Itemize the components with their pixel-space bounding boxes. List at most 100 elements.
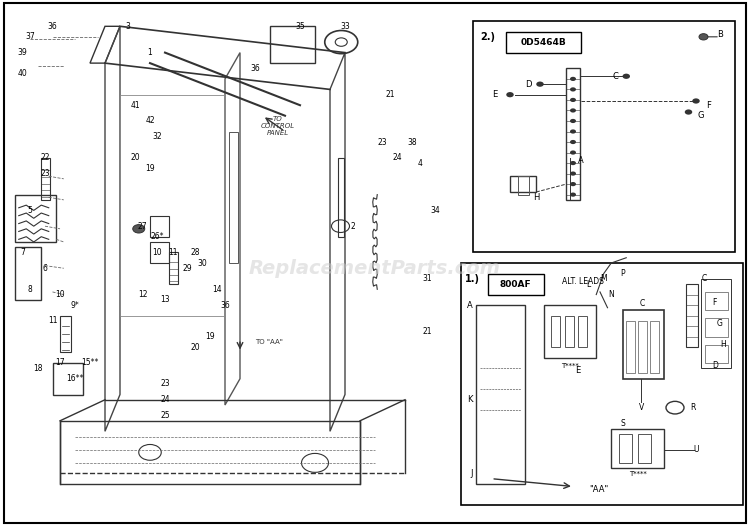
Text: 8: 8 bbox=[28, 285, 32, 294]
Text: "AA": "AA" bbox=[589, 484, 608, 494]
Bar bbox=[565, 316, 574, 347]
Text: B: B bbox=[717, 29, 723, 39]
Text: 0D5464B: 0D5464B bbox=[520, 37, 567, 47]
Text: 7: 7 bbox=[20, 248, 25, 257]
Circle shape bbox=[570, 150, 576, 155]
Text: 35: 35 bbox=[295, 22, 304, 31]
Text: 33: 33 bbox=[340, 22, 350, 31]
Bar bbox=[169, 252, 178, 284]
Text: H: H bbox=[533, 193, 539, 202]
Circle shape bbox=[692, 98, 700, 104]
Text: ALT. LEADS: ALT. LEADS bbox=[562, 277, 604, 286]
Text: A: A bbox=[466, 300, 472, 310]
Text: 10: 10 bbox=[153, 248, 162, 257]
Text: 22: 22 bbox=[40, 153, 50, 163]
Text: 38: 38 bbox=[408, 137, 417, 147]
Text: 24: 24 bbox=[160, 395, 170, 404]
Bar bbox=[705, 292, 728, 310]
Circle shape bbox=[570, 193, 576, 197]
Text: 23: 23 bbox=[40, 169, 50, 178]
Bar bbox=[551, 316, 560, 347]
Text: K: K bbox=[467, 395, 472, 404]
Text: 16**: 16** bbox=[66, 374, 84, 383]
Bar bbox=[338, 158, 344, 237]
Text: 6: 6 bbox=[43, 264, 47, 273]
Text: 14: 14 bbox=[213, 285, 222, 294]
Text: J: J bbox=[470, 469, 472, 478]
Text: 42: 42 bbox=[146, 116, 154, 126]
Text: 15**: 15** bbox=[81, 358, 99, 368]
Bar bbox=[626, 321, 635, 373]
Circle shape bbox=[506, 92, 514, 97]
Text: 800AF: 800AF bbox=[500, 279, 531, 289]
Bar bbox=[705, 318, 728, 337]
Text: D: D bbox=[712, 361, 718, 370]
FancyBboxPatch shape bbox=[506, 32, 581, 53]
Text: 31: 31 bbox=[423, 274, 432, 284]
Text: 13: 13 bbox=[160, 295, 170, 305]
Circle shape bbox=[685, 109, 692, 115]
Text: 5: 5 bbox=[28, 206, 32, 215]
Text: 29: 29 bbox=[183, 264, 192, 273]
Bar bbox=[518, 176, 529, 195]
Text: N: N bbox=[608, 290, 614, 299]
Text: 25: 25 bbox=[160, 411, 170, 420]
Text: 2.): 2.) bbox=[480, 32, 495, 42]
Circle shape bbox=[570, 161, 576, 165]
Text: F: F bbox=[706, 100, 711, 110]
Text: C: C bbox=[701, 274, 706, 284]
Text: C: C bbox=[612, 72, 618, 81]
Bar bbox=[566, 68, 580, 200]
Text: 1: 1 bbox=[148, 48, 152, 57]
Circle shape bbox=[133, 225, 145, 233]
Text: 20: 20 bbox=[190, 342, 200, 352]
Circle shape bbox=[536, 82, 544, 87]
Bar bbox=[701, 279, 731, 368]
Text: 20: 20 bbox=[130, 153, 140, 163]
Text: 11: 11 bbox=[168, 248, 177, 257]
Text: 26*: 26* bbox=[151, 232, 164, 241]
Text: 12: 12 bbox=[138, 290, 147, 299]
Bar bbox=[53, 363, 82, 394]
Text: R: R bbox=[690, 403, 695, 412]
Text: 21: 21 bbox=[423, 327, 432, 336]
Circle shape bbox=[622, 74, 630, 79]
Text: E: E bbox=[492, 90, 498, 99]
Text: A: A bbox=[578, 156, 584, 165]
Text: G: G bbox=[716, 319, 722, 328]
Circle shape bbox=[570, 171, 576, 176]
Text: 28: 28 bbox=[190, 248, 200, 257]
Text: M: M bbox=[601, 274, 607, 284]
Text: D: D bbox=[526, 79, 532, 89]
Circle shape bbox=[570, 182, 576, 186]
Text: 39: 39 bbox=[18, 48, 27, 57]
Text: G: G bbox=[698, 111, 704, 120]
Text: 4: 4 bbox=[418, 158, 422, 168]
Text: 10: 10 bbox=[56, 290, 64, 299]
Text: 19: 19 bbox=[146, 164, 154, 173]
Text: 11: 11 bbox=[48, 316, 57, 326]
Text: 40: 40 bbox=[18, 69, 27, 78]
Text: 3: 3 bbox=[125, 22, 130, 31]
Text: 19: 19 bbox=[206, 332, 214, 341]
Circle shape bbox=[570, 87, 576, 92]
Circle shape bbox=[570, 129, 576, 134]
Text: F: F bbox=[712, 298, 717, 307]
Bar bbox=[638, 434, 651, 463]
Text: 24: 24 bbox=[393, 153, 402, 163]
Text: V: V bbox=[638, 403, 644, 412]
Bar bbox=[229, 132, 238, 263]
Text: 30: 30 bbox=[198, 258, 207, 268]
Bar bbox=[15, 195, 56, 242]
Circle shape bbox=[570, 77, 576, 81]
Text: TO
CONTROL
PANEL: TO CONTROL PANEL bbox=[260, 116, 295, 136]
Circle shape bbox=[570, 98, 576, 102]
Bar bbox=[461, 263, 742, 505]
Text: L: L bbox=[586, 279, 591, 289]
Text: 32: 32 bbox=[153, 132, 162, 141]
Bar bbox=[150, 216, 169, 237]
Text: 23: 23 bbox=[378, 137, 387, 147]
Bar bbox=[619, 434, 632, 463]
Text: S: S bbox=[620, 419, 625, 428]
Bar bbox=[622, 310, 664, 379]
